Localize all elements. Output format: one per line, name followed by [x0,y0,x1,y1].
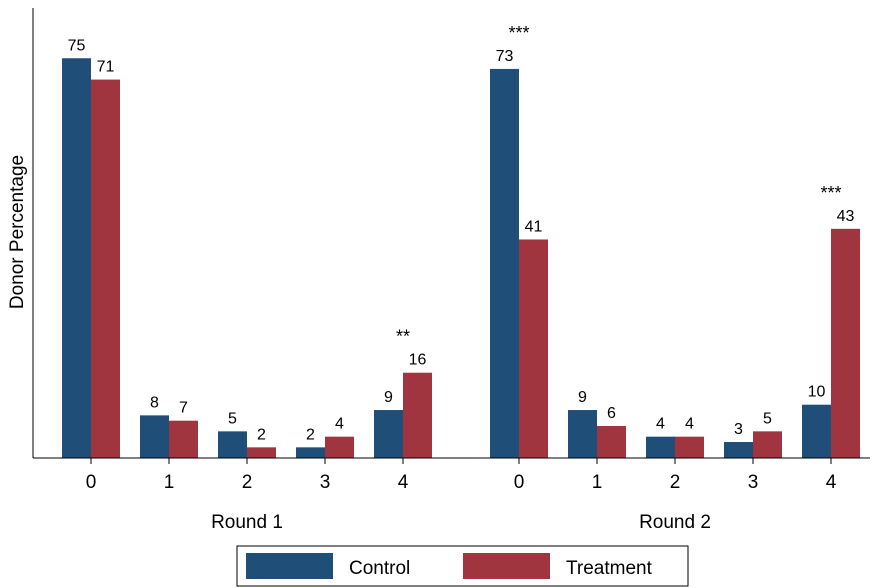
bar-value-label: 2 [306,426,315,443]
bar-control-g2-c0 [490,68,519,458]
bar-value-label: 3 [734,421,743,438]
bar-value-label: 5 [763,410,772,427]
x-tick-label: 0 [86,472,97,493]
x-tick-label: 2 [670,472,681,493]
bar-value-label: 4 [656,416,665,433]
significance-label: *** [508,23,529,43]
bar-control-g1-c4 [374,410,403,458]
bar-value-label: 9 [578,389,587,406]
bar-treatment-g1-c4 [403,372,432,458]
bar-value-label: 9 [384,389,393,406]
x-ticks: 0 1 2 3 4 Round 1 0 1 2 3 4 Round 2 [86,458,837,533]
bar-control-g2-c4 [802,404,831,458]
bar-value-label: 4 [335,416,344,433]
bar-value-label: 73 [496,48,514,65]
bar-value-label: 10 [808,384,826,401]
bar-value-label: 4 [685,416,694,433]
bar-control-g2-c2 [646,436,675,458]
bar-treatment-g2-c1 [597,426,626,458]
legend-label-control: Control [349,558,410,579]
group-label: Round 1 [211,512,283,533]
x-tick-label: 2 [242,472,253,493]
group-label: Round 2 [639,512,711,533]
x-tick-label: 4 [398,472,409,493]
x-tick-label: 4 [826,472,837,493]
bar-value-label: 5 [228,410,237,427]
bar-value-label: 7 [179,400,188,417]
x-tick-label: 3 [320,472,331,493]
bar-treatment-g1-c2 [247,447,276,458]
bar-treatment-g2-c2 [675,436,704,458]
bar-control-g1-c1 [140,415,169,458]
bar-control-g1-c2 [218,431,247,458]
bar-treatment-g2-c0 [519,239,548,458]
bar-value-label: 71 [97,59,115,76]
significance-label: ** [396,327,410,347]
x-tick-label: 3 [748,472,759,493]
bar-treatment-g1-c3 [325,436,354,458]
legend-swatch-treatment [463,553,550,579]
x-tick-label: 0 [514,472,525,493]
bar-value-label: 2 [257,426,266,443]
bar-control-g2-c1 [568,410,597,458]
bar-control-g1-c3 [296,447,325,458]
significance-label: *** [820,183,841,203]
x-tick-label: 1 [592,472,603,493]
y-axis-label: Donor Percentage [7,155,28,309]
bar-value-label: 8 [150,394,159,411]
bar-control-g2-c3 [724,442,753,458]
bar-value-label: 16 [409,352,427,369]
x-tick-label: 1 [164,472,175,493]
bar-treatment-g1-c0 [91,79,120,458]
bar-control-g1-c0 [62,58,91,458]
bar-treatment-g1-c1 [169,420,198,458]
legend-swatch-control [246,553,333,579]
bars-layer [62,58,860,458]
legend-label-treatment: Treatment [566,558,653,579]
bar-treatment-g2-c4 [831,228,860,458]
bar-value-label: 43 [837,208,855,225]
bar-value-label: 41 [525,218,543,235]
bar-value-label: 6 [607,405,616,422]
bar-value-label: 75 [68,37,86,54]
legend: Control Treatment [236,545,689,587]
bar-treatment-g2-c3 [753,431,782,458]
